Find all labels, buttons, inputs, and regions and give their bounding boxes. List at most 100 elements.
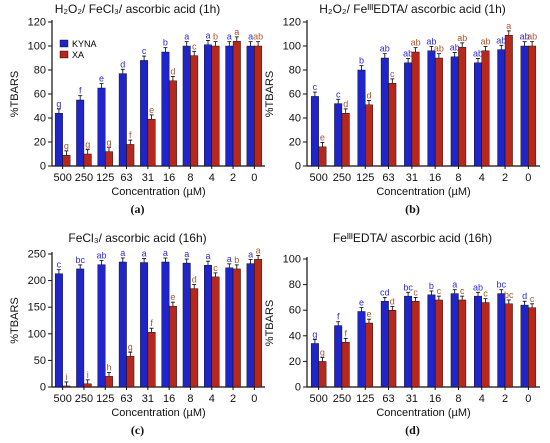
significance-letter: d	[120, 59, 125, 69]
x-tick-label: 0	[251, 393, 257, 405]
significance-letter: b	[213, 32, 218, 42]
significance-letter: ab	[496, 35, 506, 45]
significance-letter: a	[120, 248, 125, 258]
x-tick-label: 31	[142, 393, 154, 405]
significance-letter: a	[142, 249, 147, 259]
xa-bar	[147, 118, 156, 167]
xa-bar	[458, 47, 467, 167]
significance-letter: i	[87, 370, 89, 380]
y-tick-label: 50	[34, 355, 46, 367]
significance-letter: a	[248, 250, 253, 260]
x-axis-label: Concentration (µM)	[111, 407, 205, 419]
significance-letter: a	[506, 21, 511, 31]
significance-letter: e	[320, 132, 325, 142]
x-tick-label: 16	[163, 393, 175, 405]
legend-swatch	[59, 50, 69, 59]
kyna-bar	[310, 96, 319, 167]
significance-letter: a	[256, 245, 261, 255]
significance-letter: a	[227, 254, 232, 264]
chart-title: H₂O₂/ FeᴵᴵᴵEDTA/ ascorbic acid (1h)	[319, 2, 506, 16]
x-tick-label: 16	[429, 393, 441, 405]
x-tick-label: 4	[209, 172, 215, 184]
kyna-bar	[225, 267, 234, 388]
xa-bar	[528, 45, 537, 167]
y-tick-label: 150	[28, 302, 46, 314]
y-tick-label: 0	[40, 161, 46, 173]
x-axis-label: Concentration (µM)	[111, 186, 205, 198]
significance-letter: c	[313, 82, 318, 92]
kyna-bar	[310, 343, 319, 388]
significance-letter: e	[170, 292, 175, 302]
x-tick-label: 250	[75, 393, 93, 405]
y-tick-label: 20	[34, 137, 46, 149]
kyna-bar	[76, 99, 85, 167]
kyna-bar	[357, 311, 366, 388]
kyna-bar	[118, 261, 127, 388]
significance-letter: f	[344, 328, 347, 338]
y-axis-label: %TBARS	[264, 71, 276, 117]
xa-bar	[481, 50, 490, 167]
significance-letter: c	[483, 289, 488, 299]
kyna-bar	[427, 50, 436, 167]
xa-bar	[105, 376, 113, 388]
significance-letter: d	[343, 99, 348, 109]
kyna-bar	[182, 45, 191, 167]
significance-letter: bc	[497, 280, 507, 290]
significance-letter: i	[65, 372, 67, 382]
significance-letter: ab	[480, 36, 490, 46]
x-tick-label: 4	[479, 393, 485, 405]
y-tick-label: 100	[28, 41, 46, 53]
significance-letter: bc	[75, 255, 85, 265]
significance-letter: ab	[380, 44, 390, 54]
significance-letter: d	[366, 90, 371, 100]
xa-bar	[190, 288, 199, 388]
significance-letter: g	[320, 348, 325, 358]
significance-letter: f	[79, 86, 82, 96]
x-tick-label: 500	[309, 393, 327, 405]
x-tick-label: 16	[429, 172, 441, 184]
significance-letter: ab	[527, 32, 537, 42]
xa-bar	[365, 104, 373, 167]
xa-bar	[318, 361, 327, 388]
x-tick-label: 63	[382, 393, 394, 405]
xa-bar	[232, 41, 241, 167]
legend-swatch	[59, 39, 69, 48]
xa-bar	[62, 154, 71, 167]
xa-bar	[528, 307, 537, 388]
kyna-bar	[520, 304, 529, 388]
y-tick-label: 40	[34, 113, 46, 125]
significance-letter: e	[366, 309, 371, 319]
significance-letter: f	[129, 130, 132, 140]
xa-bar	[458, 299, 467, 388]
chart-svg-b: 020406080100120%TBARS500ce250cd125bd63ab…	[264, 17, 540, 198]
significance-letter: ab	[450, 42, 460, 52]
kyna-bar	[246, 263, 255, 388]
x-tick-label: 500	[53, 393, 71, 405]
significance-letter: e	[359, 298, 364, 308]
xa-bar	[147, 332, 156, 388]
xa-bar	[168, 80, 177, 167]
significance-letter: ab	[426, 36, 436, 46]
y-tick-label: 120	[28, 17, 46, 29]
y-tick-label: 60	[289, 89, 301, 101]
significance-letter: d	[192, 275, 197, 285]
x-tick-label: 250	[333, 172, 351, 184]
significance-letter: c	[336, 89, 341, 99]
significance-letter: bc	[504, 290, 514, 300]
significance-letter: a	[205, 30, 210, 40]
x-tick-label: 0	[525, 172, 531, 184]
kyna-bar	[118, 73, 127, 167]
x-tick-label: 125	[96, 393, 114, 405]
xa-bar	[341, 112, 350, 167]
y-tick-label: 200	[28, 275, 46, 287]
kyna-bar	[404, 295, 413, 388]
kyna-bar	[404, 62, 413, 167]
x-tick-label: 16	[163, 172, 175, 184]
significance-letter: ab	[473, 48, 483, 58]
significance-letter: d	[170, 66, 175, 76]
kyna-bar	[161, 51, 170, 167]
xa-bar	[365, 322, 373, 388]
y-axis-label: %TBARS	[9, 297, 21, 343]
kyna-bar	[246, 45, 255, 167]
